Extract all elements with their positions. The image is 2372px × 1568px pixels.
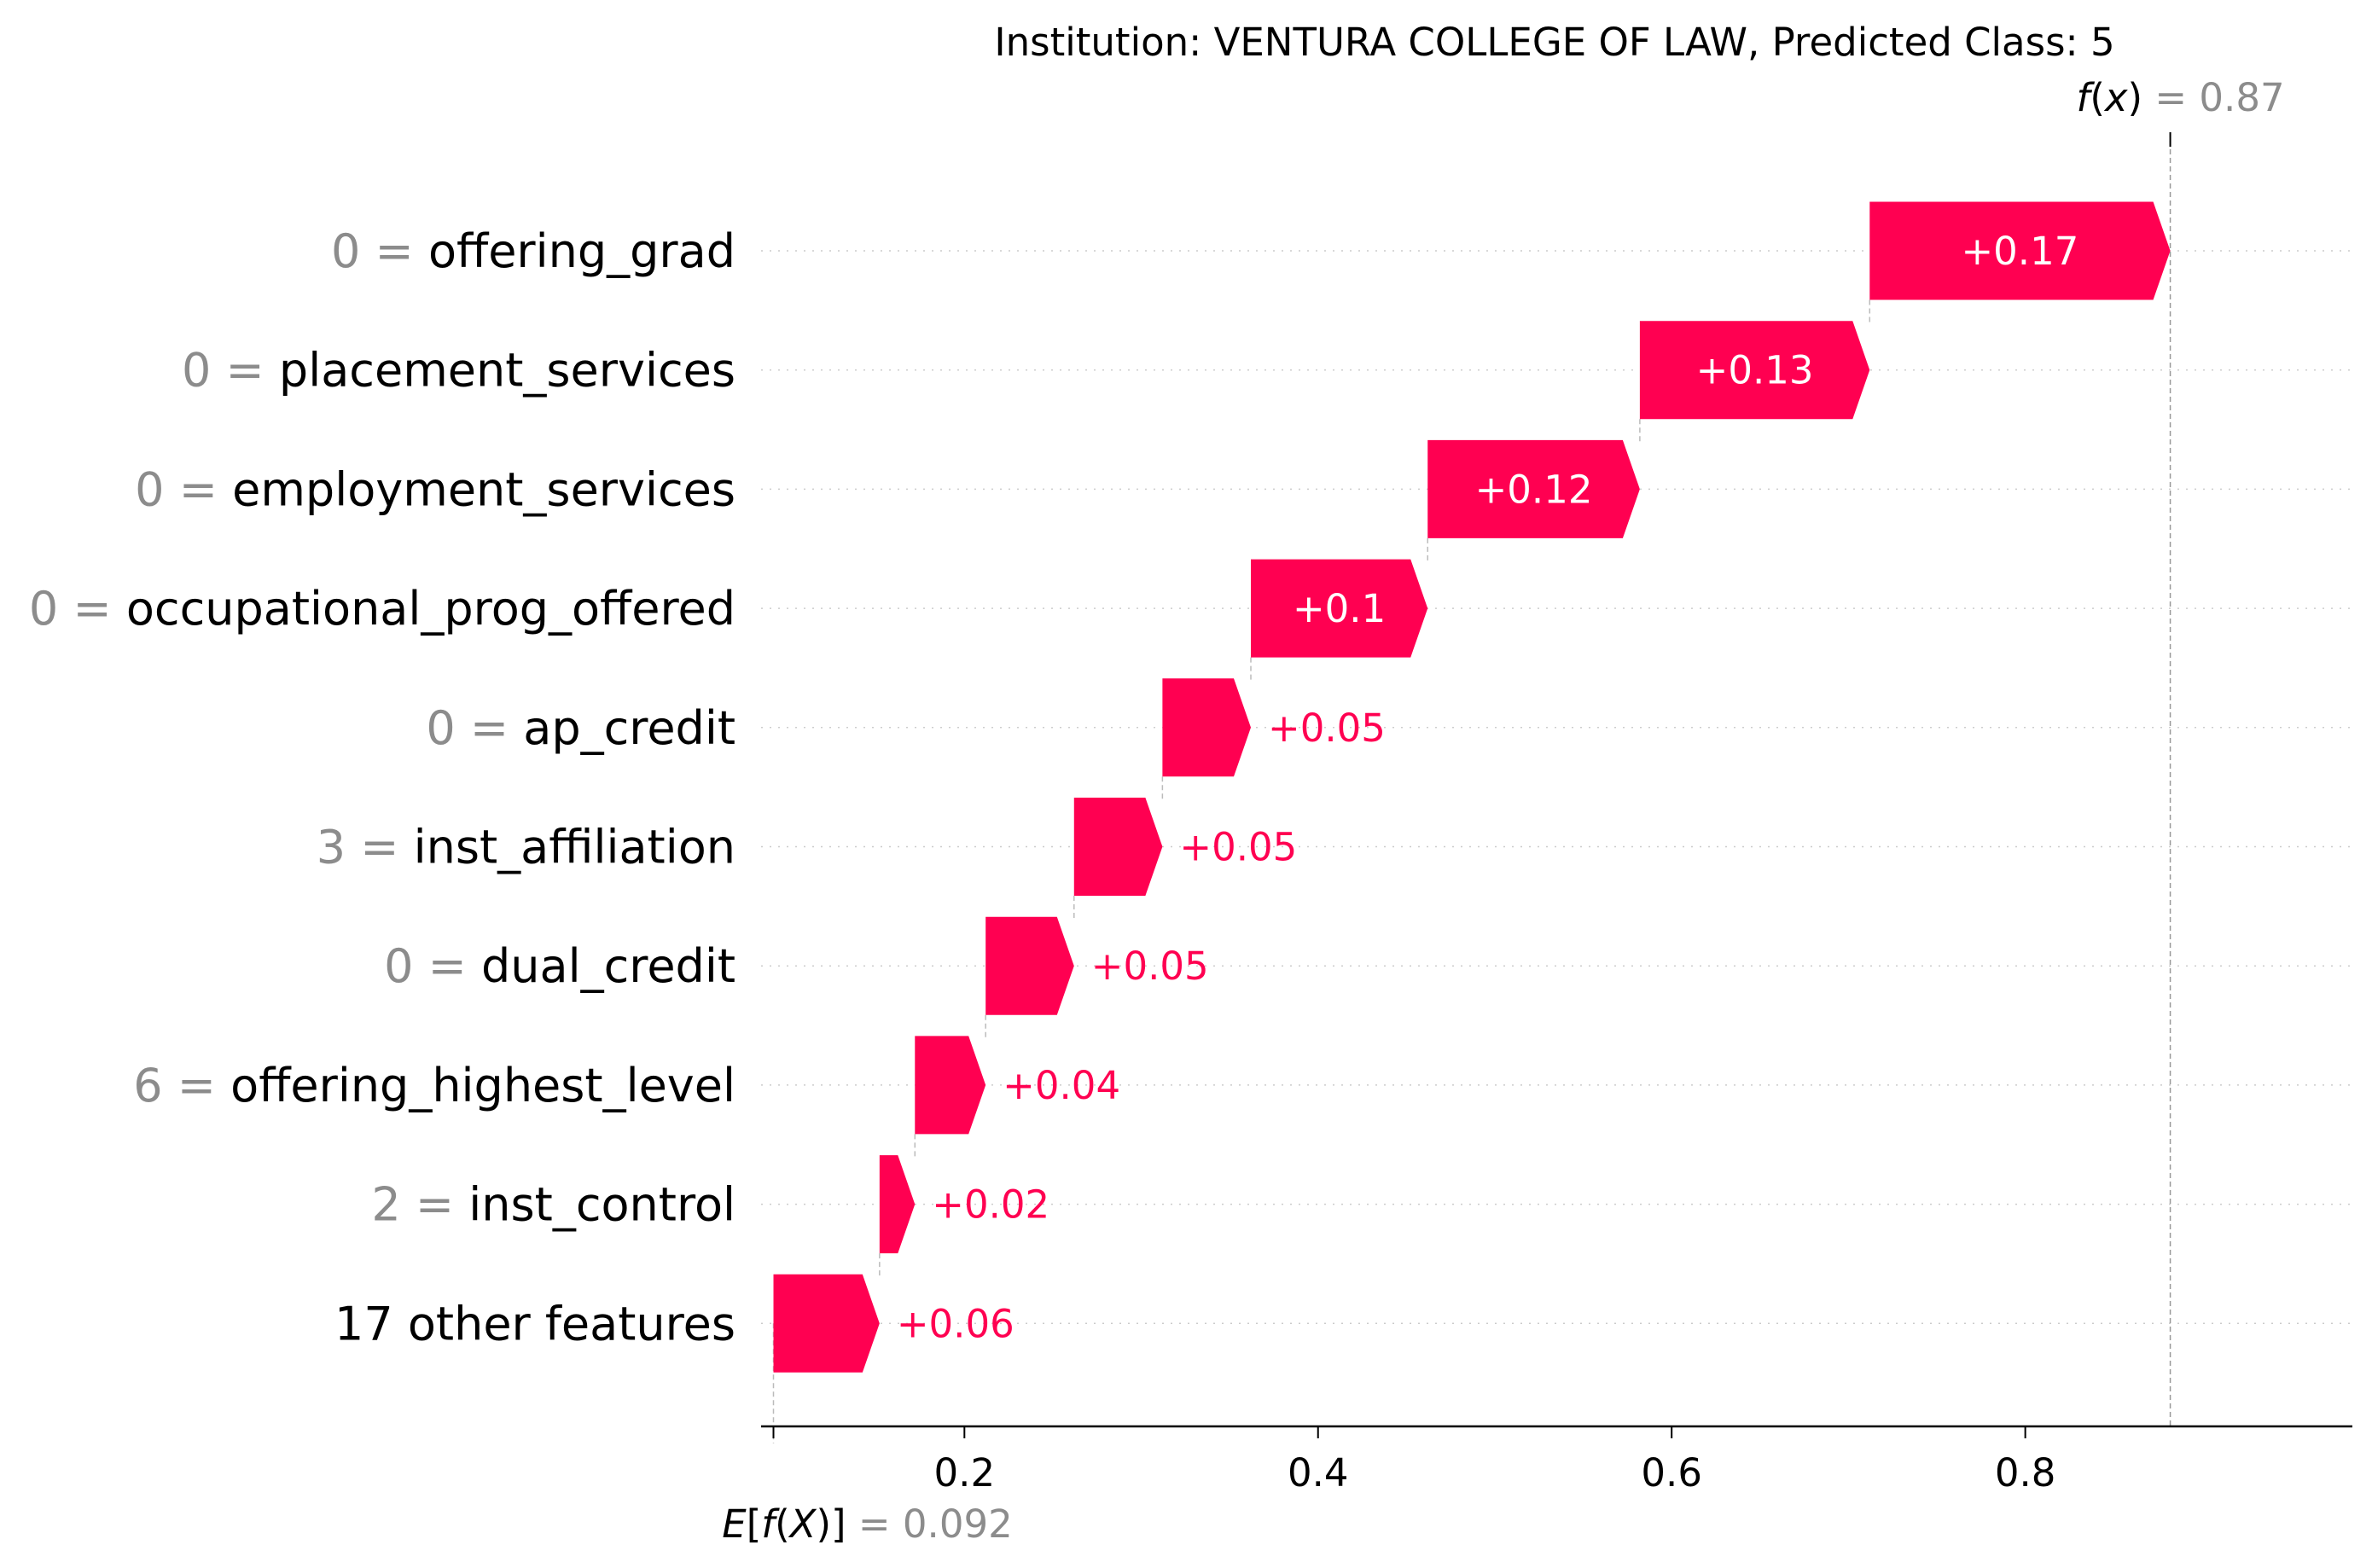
feature-name: inst_control	[468, 1178, 735, 1232]
feature-value: 0 =	[384, 939, 481, 993]
expr-x: x	[2103, 75, 2128, 120]
bar-value-label: +0.04	[1003, 1063, 1120, 1108]
bar-layer: +0.17 +0.13 +0.12 +0.1 +0.05 +0.05 +0.05 +0.04 +…	[773, 201, 2171, 1373]
feature-label: 0 = dual_credit	[384, 939, 735, 993]
feature-label: 0 = employment_services	[135, 462, 735, 516]
contribution-bar	[985, 916, 1074, 1015]
expression-layer: f(x) = 0.87 E[f(X)] = 0.092	[722, 75, 2284, 1547]
bar-value-label: +0.05	[1268, 706, 1386, 751]
bar-value-label: +0.05	[1179, 825, 1297, 870]
feature-name: employment_services	[232, 462, 735, 516]
base-value-text: = 0.092	[846, 1501, 1013, 1547]
contribution-bar	[1073, 798, 1163, 896]
expr-paren: (	[2090, 75, 2105, 120]
feature-label: 2 = inst_control	[371, 1178, 735, 1232]
bar-value-label: +0.02	[932, 1182, 1049, 1228]
feature-label: 0 = ap_credit	[426, 701, 735, 755]
base-value-expression: E[f(X)] = 0.092	[722, 1501, 1013, 1547]
feature-value: 0 =	[135, 462, 232, 516]
bar-value-label: +0.05	[1091, 944, 1209, 989]
output-value-expression: f(x) = 0.87	[2076, 75, 2284, 120]
bar-value-label: +0.17	[1961, 229, 2078, 274]
feature-label: 0 = offering_grad	[331, 224, 735, 278]
contribution-bar	[1639, 321, 1870, 420]
feature-label: 3 = inst_affiliation	[317, 821, 735, 874]
expr-part: ]	[831, 1501, 846, 1547]
feature-name: placement_services	[279, 344, 735, 398]
feature-name: ap_credit	[523, 701, 735, 755]
feature-value: 3 =	[317, 821, 414, 874]
x-tick-label: 0.6	[1641, 1450, 1702, 1495]
feature-label: 6 = offering_highest_level	[133, 1059, 735, 1112]
feature-name: dual_credit	[481, 939, 735, 993]
x-axis: 0.2 0.4 0.6 0.8	[761, 1425, 2352, 1495]
feature-name: offering_grad	[428, 224, 735, 278]
feature-name: occupational_prog_offered	[126, 582, 735, 636]
contribution-bar	[1869, 201, 2171, 300]
feature-label: 17 other features	[334, 1297, 735, 1350]
expr-part: (	[775, 1501, 790, 1547]
feature-name: offering_highest_level	[230, 1059, 735, 1112]
x-tick-label: 0.2	[934, 1450, 996, 1495]
bar-value-label: +0.13	[1696, 348, 1814, 393]
bar-value-label: +0.12	[1475, 467, 1593, 512]
feature-value: 0 =	[331, 224, 428, 278]
contribution-bar	[879, 1155, 916, 1254]
contribution-bar	[915, 1036, 986, 1135]
chart-title: Institution: VENTURA COLLEGE OF LAW, Pre…	[994, 20, 2114, 65]
feature-value: 6 =	[133, 1059, 230, 1112]
contribution-bar	[1251, 559, 1428, 658]
expr-part: E	[722, 1501, 747, 1547]
contribution-bar	[773, 1274, 880, 1373]
grid-layer	[761, 250, 2352, 1325]
guide-layer	[772, 132, 2171, 1443]
contribution-bar	[1427, 439, 1640, 538]
feature-name: inst_affiliation	[414, 821, 735, 874]
bar-value-label: +0.06	[897, 1301, 1014, 1346]
feature-value: 0 =	[29, 582, 126, 636]
expr-part: )	[816, 1501, 831, 1547]
expr-part: X	[788, 1501, 817, 1547]
contribution-bar	[1162, 678, 1252, 777]
feature-value: 2 =	[371, 1178, 468, 1232]
expr-part: [	[747, 1501, 762, 1547]
feature-value: 0 =	[182, 344, 279, 398]
feature-label: 0 = placement_services	[182, 344, 735, 398]
output-value-text: = 0.87	[2142, 75, 2285, 120]
bar-value-label: +0.1	[1293, 586, 1386, 631]
feature-name: 17 other features	[334, 1297, 735, 1350]
expr-paren: )	[2128, 75, 2143, 120]
x-tick-label: 0.4	[1288, 1450, 1349, 1495]
x-tick-label: 0.8	[1995, 1450, 2056, 1495]
feature-label: 0 = occupational_prog_offered	[29, 582, 735, 636]
feature-value: 0 =	[426, 701, 523, 755]
